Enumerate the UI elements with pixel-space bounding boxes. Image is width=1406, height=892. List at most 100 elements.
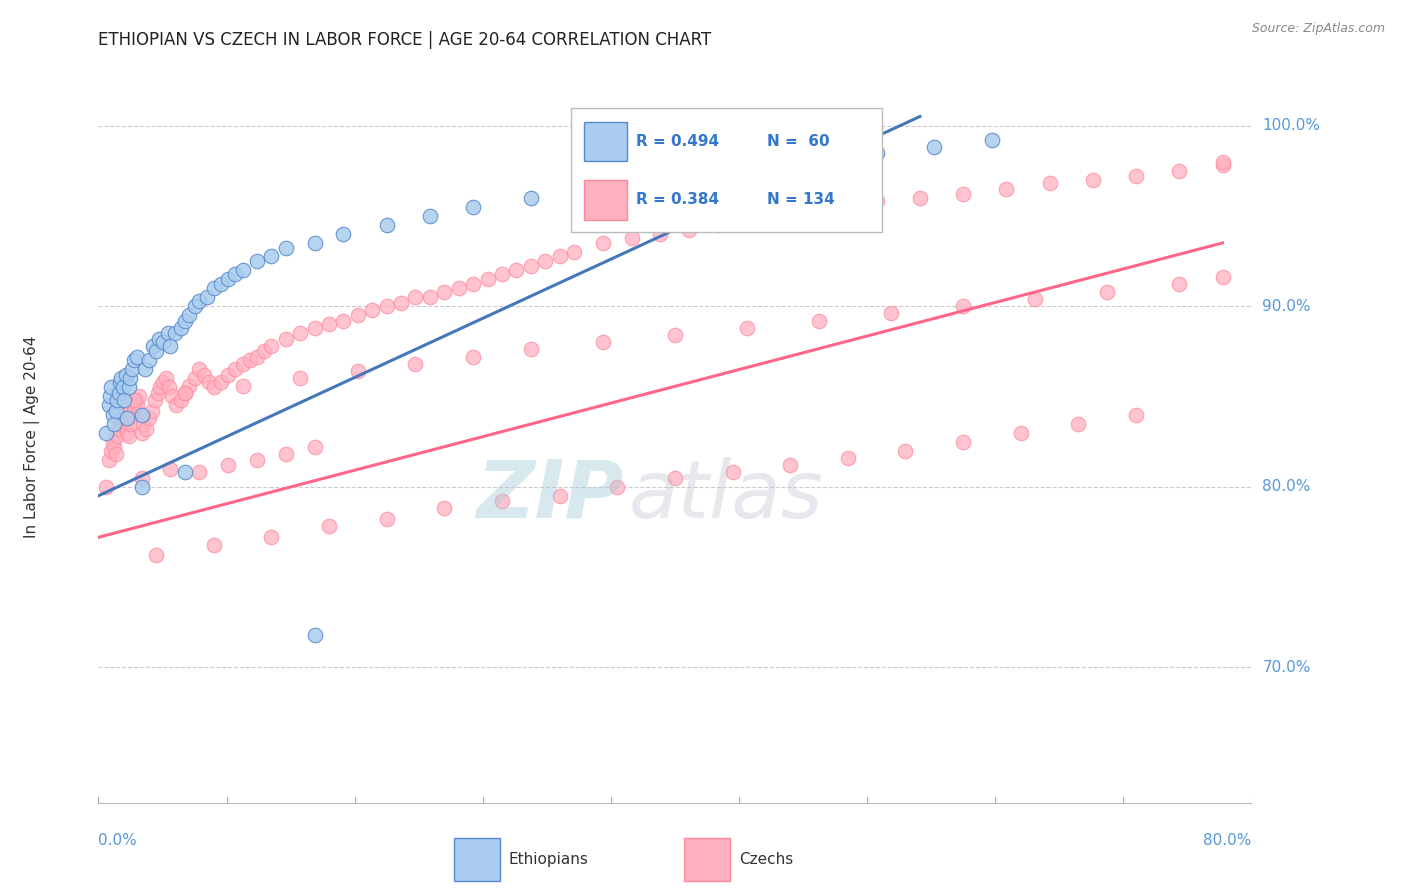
Point [808, 154, 831, 169]
Text: Source: ZipAtlas.com: Source: ZipAtlas.com [1251, 22, 1385, 36]
Point [1010, 425, 1032, 440]
Point [318, 519, 340, 533]
Point [163, 326, 186, 341]
Point [142, 339, 165, 353]
Point [152, 375, 174, 389]
Point [110, 371, 132, 385]
Point [202, 380, 225, 394]
Text: ZIP: ZIP [475, 457, 623, 534]
Point [105, 429, 128, 443]
Point [1212, 158, 1234, 172]
Point [217, 458, 239, 472]
Point [246, 254, 269, 268]
Point [1212, 154, 1234, 169]
Point [880, 306, 903, 320]
Point [304, 440, 326, 454]
Point [779, 458, 801, 472]
Point [995, 182, 1018, 196]
Point [924, 140, 946, 154]
Point [274, 332, 297, 346]
Point [217, 368, 239, 382]
Point [592, 235, 614, 250]
Point [894, 443, 917, 458]
Point [202, 537, 225, 551]
Point [866, 145, 889, 160]
Point [159, 339, 181, 353]
Point [174, 465, 197, 479]
Point [131, 480, 153, 494]
Point [138, 411, 160, 425]
Point [149, 380, 172, 394]
Point [114, 417, 136, 431]
Point [198, 375, 221, 389]
Point [837, 450, 859, 465]
Point [520, 191, 543, 205]
Point [146, 385, 169, 400]
Text: 90.0%: 90.0% [1263, 299, 1310, 314]
Point [118, 380, 141, 394]
Point [477, 272, 499, 286]
Point [620, 230, 643, 244]
Point [104, 404, 127, 418]
Point [179, 378, 201, 392]
Point [375, 299, 398, 313]
Point [127, 350, 149, 364]
Point [156, 326, 179, 341]
Point [108, 417, 131, 431]
Point [461, 200, 484, 214]
Point [188, 362, 211, 376]
Point [592, 335, 614, 350]
Point [1039, 177, 1062, 191]
Point [111, 380, 134, 394]
Point [231, 378, 254, 392]
Point [461, 350, 484, 364]
Point [461, 277, 484, 292]
Point [260, 339, 283, 353]
Point [195, 290, 218, 304]
Point [520, 260, 543, 274]
Point [1024, 292, 1046, 306]
Point [375, 512, 398, 526]
Point [866, 194, 889, 209]
Point [548, 489, 571, 503]
Point [101, 434, 124, 449]
Point [253, 344, 276, 359]
Text: 100.0%: 100.0% [1263, 118, 1320, 133]
Point [188, 465, 211, 479]
Point [1125, 169, 1147, 183]
Point [169, 392, 191, 407]
Point [707, 218, 730, 232]
Point [405, 357, 427, 371]
Point [562, 244, 585, 259]
Point [346, 308, 368, 322]
Point [1081, 172, 1104, 186]
Point [121, 408, 143, 422]
Point [735, 163, 758, 178]
Point [1168, 163, 1191, 178]
Point [152, 335, 174, 350]
Point [114, 368, 136, 382]
Point [111, 408, 134, 422]
Point [202, 281, 225, 295]
Point [239, 353, 262, 368]
Point [100, 380, 122, 394]
Point [346, 364, 368, 378]
Point [375, 218, 398, 232]
Text: 70.0%: 70.0% [1263, 660, 1310, 675]
Point [100, 443, 122, 458]
Point [98, 389, 121, 403]
Point [184, 299, 207, 313]
Point [157, 380, 180, 394]
Point [160, 389, 183, 403]
Point [548, 249, 571, 263]
Point [145, 549, 167, 563]
Point [231, 263, 254, 277]
Point [118, 429, 141, 443]
Point [141, 404, 163, 418]
Point [419, 209, 441, 223]
Point [108, 375, 131, 389]
Point [135, 422, 157, 436]
Point [405, 290, 427, 304]
Point [231, 357, 254, 371]
Point [808, 313, 831, 327]
